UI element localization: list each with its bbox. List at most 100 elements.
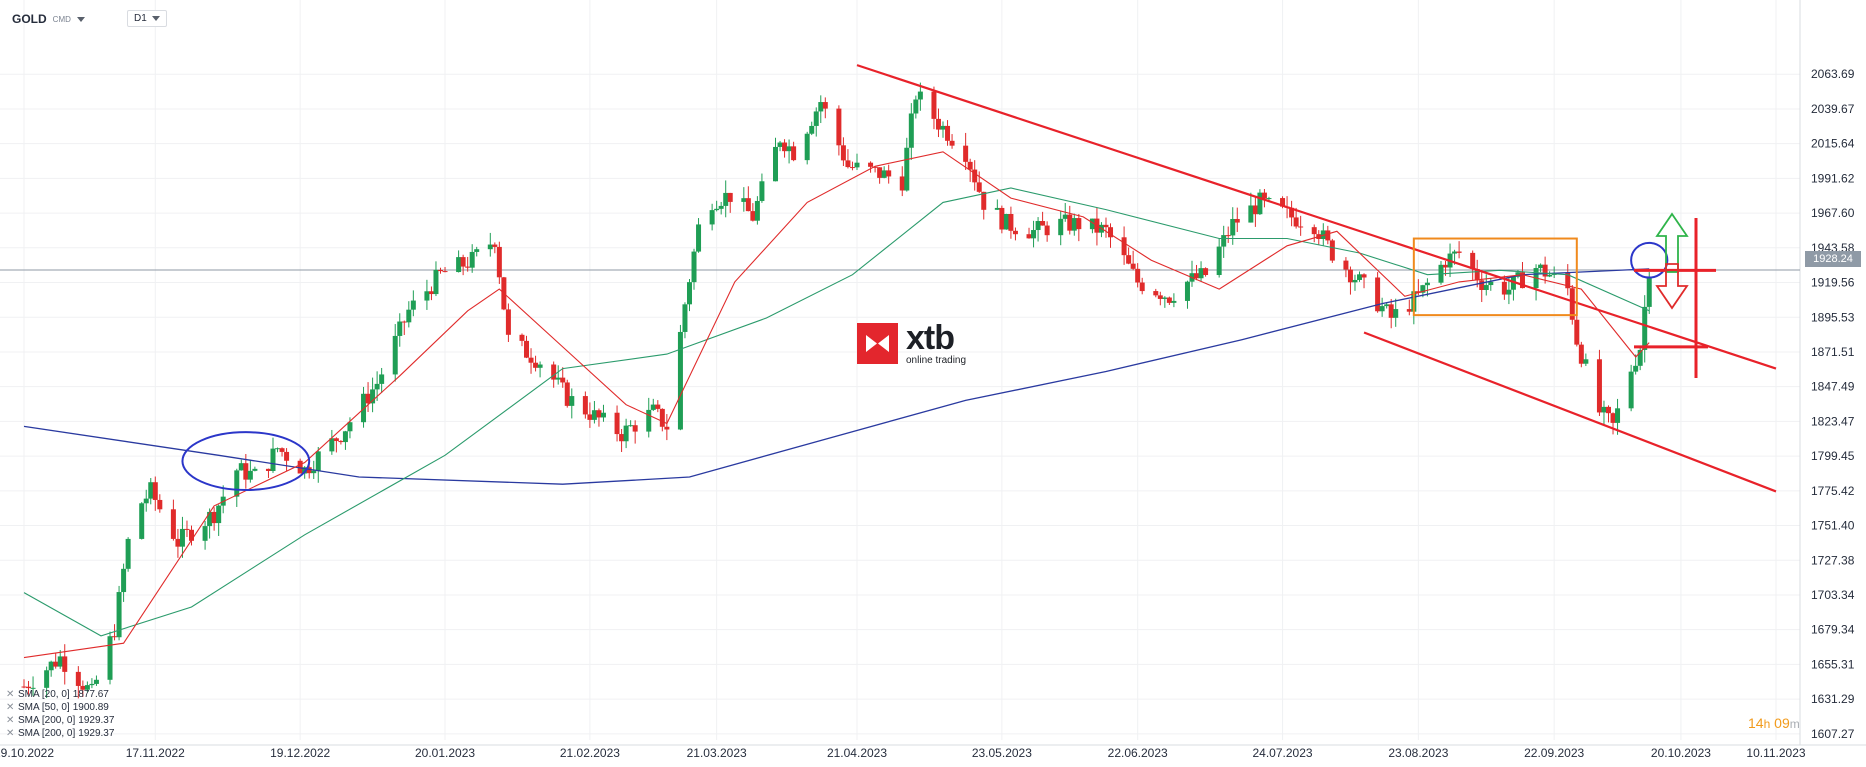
candle-body [533,362,539,368]
candle-body [1569,288,1575,320]
candle-body [886,170,892,177]
candle-body [723,192,729,206]
y-tick-label: 1655.31 [1811,657,1855,671]
candle-body [877,167,883,178]
candle-body [646,409,652,432]
candle-body [1293,217,1299,227]
candle-body [564,382,570,406]
x-tick-label: 17.11.2022 [126,746,185,760]
candle-body [836,108,842,146]
candle-body [1510,276,1516,290]
timeframe-selector[interactable]: D1 [127,10,167,27]
candle-body [1628,371,1634,409]
candle-body [822,102,828,109]
candle-body [315,451,321,471]
candle-body [370,389,376,404]
candle-body [379,374,385,384]
candle-body [1388,304,1394,318]
arrow-up-icon [1655,212,1689,273]
candle-body [1089,218,1095,230]
candle-body [1103,224,1109,228]
candle-body [1234,218,1240,223]
y-tick-label: 2039.67 [1811,102,1855,116]
x-tick-label: 24.07.2023 [1253,746,1313,760]
candle-body [1456,251,1462,253]
candle-body [1415,291,1421,293]
close-icon[interactable]: ✕ [6,689,15,700]
candle-body [1071,218,1077,231]
candle-body [813,111,819,126]
candle-body [428,291,434,295]
candle-body [1076,218,1082,230]
candle-body [1583,359,1589,364]
symbol-selector[interactable]: GOLD CMD [12,8,85,30]
arrow-down-icon [1655,263,1689,310]
candle-body [1298,226,1304,228]
y-tick-label: 1895.53 [1811,310,1855,324]
current-price-tag: 1928.24 [1805,251,1861,267]
candle-body [1519,272,1525,289]
y-tick-label: 2063.69 [1811,67,1855,81]
legend-value: 1929.37 [78,715,115,726]
candle-body [1443,264,1449,268]
candle-body [44,670,50,688]
candle-body [265,468,271,471]
candle-body [1406,309,1412,312]
candle-body [1216,246,1222,276]
legend-row[interactable]: ✕ SMA [20, 0] 1877.67 [6,688,114,701]
candle-body [560,377,566,383]
candle-body [21,686,27,688]
candle-body [868,162,874,167]
candle-body [1547,274,1553,277]
candle-body [1062,214,1068,219]
y-tick-label: 1727.38 [1811,553,1855,567]
candle-body [600,412,606,418]
close-icon[interactable]: ✕ [6,715,15,726]
candle-body [1610,413,1616,423]
candle-body [234,470,240,497]
chevron-down-icon [152,16,160,21]
x-tick-label: 22.09.2023 [1524,746,1584,760]
symbol-name: GOLD [12,12,47,26]
candle-body [175,538,181,547]
y-tick-label: 1991.62 [1811,171,1855,185]
candle-body [786,146,792,152]
y-tick-label: 1799.45 [1811,449,1855,463]
highlight-ellipse-left [181,431,311,491]
candle-body [551,364,557,380]
candle-body [139,503,145,539]
candle-body [297,460,303,474]
candle-body [854,162,860,168]
candle-body [275,448,281,450]
x-tick-label: 19.10.2022 [0,746,54,760]
candle-body [655,404,661,409]
candle-body [1479,280,1485,290]
candle-body [632,425,638,432]
candle-body [48,661,54,671]
candle-body [1126,255,1132,264]
close-icon[interactable]: ✕ [6,728,15,739]
candle-body [424,291,430,301]
candle-body [112,636,118,638]
x-tick-label: 22.06.2023 [1108,746,1168,760]
candle-body [374,383,380,390]
close-icon[interactable]: ✕ [6,702,15,713]
candle-body [505,309,511,335]
candle-body [537,364,543,368]
candle-body [1044,225,1050,236]
candle-body [347,422,353,432]
candle-body [908,113,914,148]
candle-body [1601,406,1607,413]
legend-row[interactable]: ✕ SMA [200, 0] 1929.37 [6,714,114,727]
candle-body [1633,365,1639,372]
legend-row[interactable]: ✕ SMA [200, 0] 1929.37 [6,727,114,740]
indicator-legend: ✕ SMA [20, 0] 1877.67 ✕ SMA [50, 0] 1900… [6,688,114,740]
candle-body [809,125,815,134]
candle-body [1379,306,1385,312]
candle-body [1384,304,1390,307]
candle-body [1596,359,1602,413]
candle-body [754,200,760,221]
candle-body [1221,235,1227,247]
legend-row[interactable]: ✕ SMA [50, 0] 1900.89 [6,701,114,714]
